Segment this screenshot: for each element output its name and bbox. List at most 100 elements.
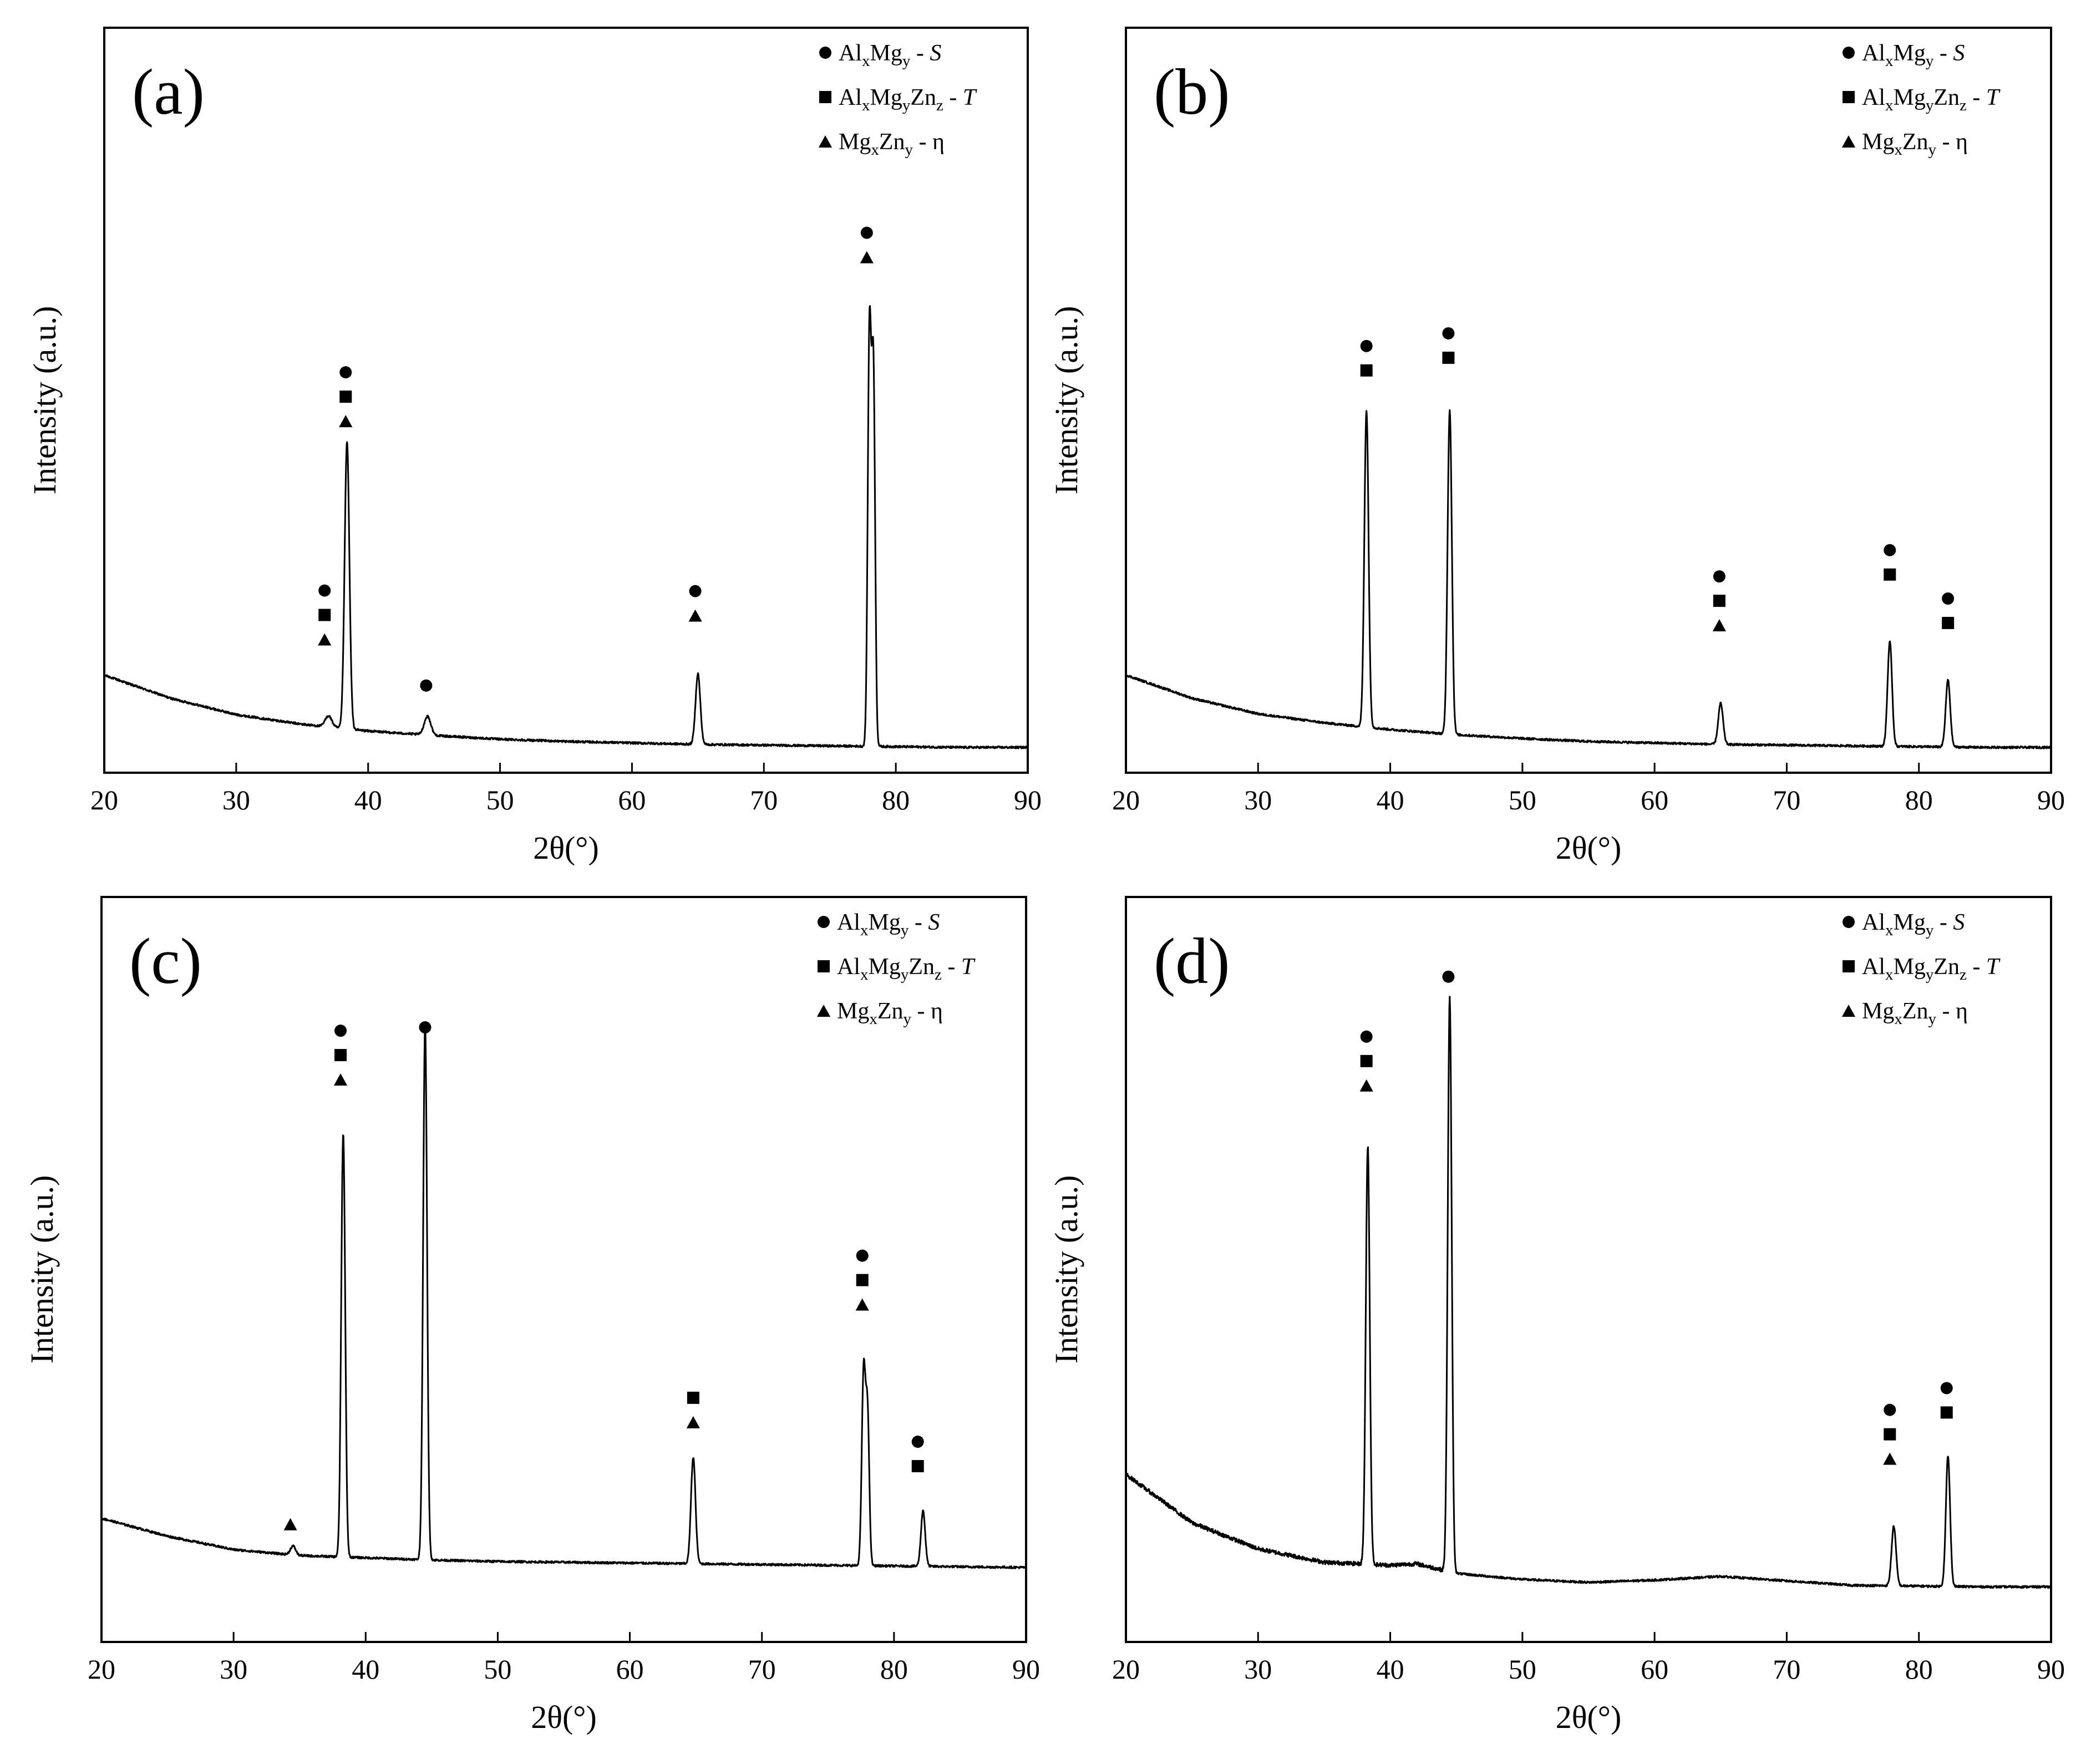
circle-peak-marker bbox=[1713, 570, 1725, 583]
x-tick-label: 80 bbox=[882, 784, 910, 815]
x-tick-label: 40 bbox=[1377, 1654, 1404, 1685]
square-peak-marker bbox=[339, 391, 352, 403]
peak-marker-group bbox=[1442, 327, 1455, 364]
square-peak-marker bbox=[1942, 617, 1955, 630]
x-tick-label: 20 bbox=[1112, 1654, 1140, 1685]
x-tick-label: 70 bbox=[1773, 1654, 1800, 1685]
circle-peak-marker bbox=[1442, 327, 1455, 339]
x-axis-title: 2θ(°) bbox=[533, 830, 599, 866]
y-axis-title: Intensity (a.u.) bbox=[1048, 306, 1084, 495]
x-tick-label: 20 bbox=[1112, 784, 1140, 815]
x-tick-label: 60 bbox=[1641, 784, 1668, 815]
peak-marker-group bbox=[1883, 1403, 1897, 1465]
peak-marker-group bbox=[419, 1021, 432, 1034]
triangle-legend-marker bbox=[816, 1005, 831, 1017]
square-legend-marker bbox=[1843, 960, 1855, 972]
panel-label: (a) bbox=[132, 55, 205, 128]
x-tick-label: 20 bbox=[88, 1654, 115, 1685]
legend-label: AlxMgyZnz - T bbox=[837, 954, 976, 984]
circle-peak-marker bbox=[1360, 1030, 1373, 1043]
circle-peak-marker bbox=[856, 1249, 869, 1262]
x-tick-label: 70 bbox=[1773, 784, 1800, 815]
legend-entry: AlxMgyZnz - T bbox=[1843, 85, 2001, 114]
square-peak-marker bbox=[1940, 1406, 1953, 1419]
triangle-peak-marker bbox=[1359, 1079, 1373, 1092]
circle-peak-marker bbox=[1942, 592, 1955, 605]
legend: AlxMgy - S AlxMgyZnz - T MgxZny - η bbox=[818, 40, 977, 159]
square-peak-marker bbox=[1884, 1428, 1896, 1441]
square-peak-marker bbox=[1442, 351, 1455, 364]
circle-peak-marker bbox=[1940, 1382, 1953, 1395]
triangle-peak-marker bbox=[1712, 619, 1727, 632]
x-tick-label: 30 bbox=[220, 1654, 247, 1685]
peak-marker-group bbox=[911, 1436, 924, 1473]
peak-marker-group bbox=[1884, 544, 1896, 581]
peak-marker-group bbox=[339, 366, 353, 428]
panel-label: (b) bbox=[1154, 55, 1230, 128]
x-tick-label: 50 bbox=[1509, 784, 1536, 815]
x-tick-label: 80 bbox=[1905, 1654, 1933, 1685]
y-axis-title: Intensity (a.u.) bbox=[24, 1175, 60, 1364]
legend-label: MgxZny - η bbox=[837, 998, 943, 1028]
circle-peak-marker bbox=[1442, 970, 1455, 983]
peak-marker-group bbox=[1442, 970, 1455, 983]
square-peak-marker bbox=[687, 1391, 699, 1404]
triangle-peak-marker bbox=[333, 1073, 348, 1086]
square-peak-marker bbox=[318, 609, 331, 621]
legend-label: MgxZny - η bbox=[1862, 998, 1968, 1028]
circle-peak-marker bbox=[334, 1025, 347, 1037]
peak-marker-group bbox=[1359, 1030, 1373, 1092]
x-tick-label: 40 bbox=[354, 784, 382, 815]
x-tick-label: 70 bbox=[748, 1654, 776, 1685]
x-tick-label: 40 bbox=[1377, 784, 1404, 815]
square-peak-marker bbox=[1360, 1055, 1373, 1067]
x-axis-title: 2θ(°) bbox=[1556, 1699, 1622, 1735]
panel-c: 20 30 40 50 60 70 80 90 2θ(°) Intensity (a.u.) (c)… bbox=[24, 896, 1040, 1735]
legend-label: MgxZny - η bbox=[1862, 129, 1968, 159]
peak-marker-group bbox=[1712, 570, 1727, 632]
circle-peak-marker bbox=[419, 1021, 432, 1034]
legend-entry: AlxMgy - S bbox=[819, 40, 941, 70]
square-peak-marker bbox=[1360, 364, 1373, 377]
x-tick-label: 70 bbox=[750, 784, 778, 815]
peak-marker-group bbox=[860, 226, 874, 263]
circle-legend-marker bbox=[818, 916, 830, 928]
peak-marker-group bbox=[283, 1518, 297, 1530]
triangle-peak-marker bbox=[686, 1416, 700, 1428]
square-peak-marker bbox=[856, 1274, 869, 1286]
circle-peak-marker bbox=[339, 366, 352, 379]
legend-entry: MgxZny - η bbox=[818, 129, 945, 159]
circle-peak-marker bbox=[689, 585, 702, 597]
x-tick-label: 30 bbox=[1244, 784, 1272, 815]
plot-frame bbox=[1125, 896, 2052, 1643]
legend-label: AlxMgy - S bbox=[839, 40, 941, 70]
xrd-pattern-line bbox=[104, 305, 1028, 749]
circle-legend-marker bbox=[819, 47, 831, 59]
x-axis-title: 2θ(°) bbox=[1556, 830, 1622, 866]
x-tick-label: 20 bbox=[90, 784, 118, 815]
triangle-peak-marker bbox=[1883, 1452, 1897, 1465]
triangle-peak-marker bbox=[855, 1298, 869, 1311]
peak-marker-group bbox=[1942, 592, 1955, 630]
legend: AlxMgy - S AlxMgyZnz - T MgxZny - η bbox=[1841, 40, 2001, 159]
circle-legend-marker bbox=[1843, 47, 1855, 59]
x-tick-label: 50 bbox=[486, 784, 514, 815]
legend-entry: AlxMgyZnz - T bbox=[818, 954, 976, 984]
triangle-peak-marker bbox=[339, 415, 353, 428]
legend-label: AlxMgyZnz - T bbox=[1862, 954, 2001, 984]
panel-a: 20 30 40 50 60 70 80 90 2θ(°) Intensity (a.u.) (a)… bbox=[27, 27, 1042, 866]
x-tick-label: 90 bbox=[2037, 1654, 2065, 1685]
xrd-pattern-line bbox=[101, 1023, 1026, 1569]
legend-label: AlxMgy - S bbox=[1862, 40, 1965, 70]
x-tick-label: 60 bbox=[1641, 1654, 1668, 1685]
triangle-peak-marker bbox=[318, 633, 332, 646]
legend-entry: AlxMgy - S bbox=[1843, 40, 1965, 70]
plot-frame bbox=[100, 896, 1027, 1643]
square-legend-marker bbox=[818, 960, 830, 972]
panel-label: (d) bbox=[1154, 925, 1230, 997]
legend-entry: AlxMgyZnz - T bbox=[819, 85, 977, 114]
legend-label: AlxMgy - S bbox=[837, 910, 940, 939]
triangle-legend-marker bbox=[1841, 135, 1856, 148]
panel-label: (c) bbox=[129, 925, 202, 997]
x-tick-label: 90 bbox=[1014, 784, 1042, 815]
